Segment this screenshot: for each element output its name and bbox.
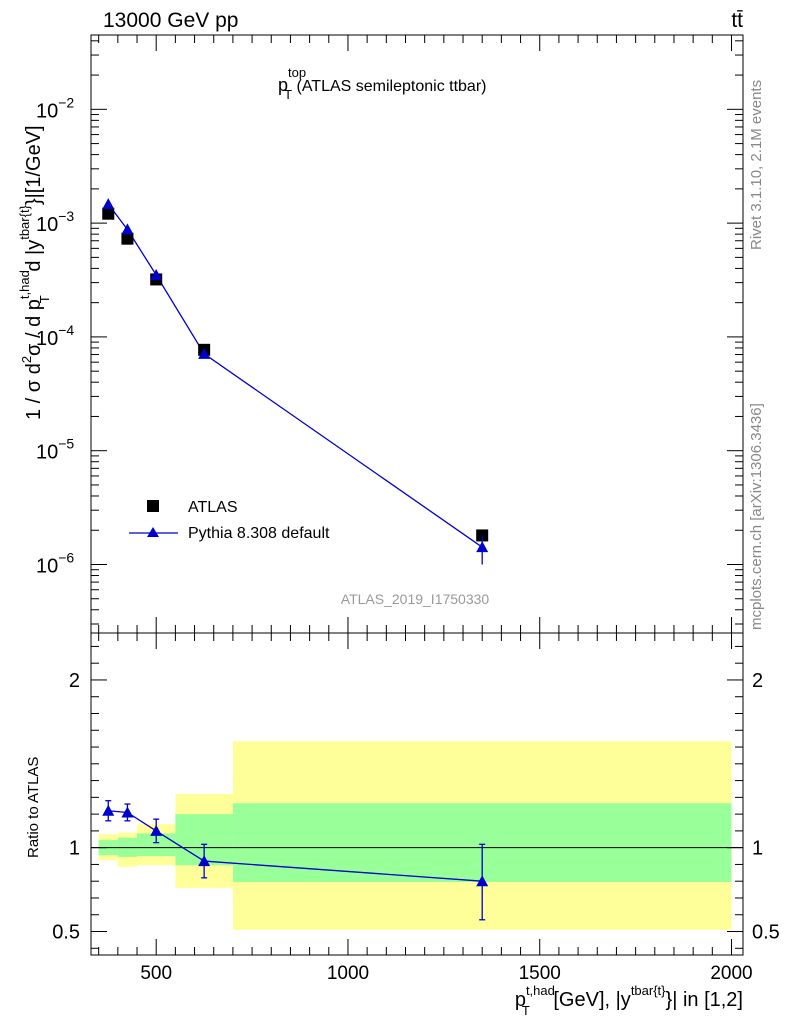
ratio-y-tick-label: 1 (69, 838, 80, 860)
main-ylabel: 1 / σ d2σ / d pt,hadT d |ytbar{t}}|[1/Ge… (17, 125, 52, 420)
ratio-x-tick-label: 1500 (519, 963, 561, 984)
main-y-tick-label: 10−6 (36, 549, 74, 577)
ratio-x-tick-label: 1000 (327, 963, 369, 984)
mcplots-label: mcplots.cern.ch [arXiv:1306.3436] (748, 403, 765, 630)
main-title: ptop T (ATLAS semileptonic ttbar) (278, 65, 486, 102)
main-y-tick-label: 10−3 (36, 208, 74, 236)
ratio-y-tick-label: 2 (69, 670, 80, 692)
legend-pythia-label: Pythia 8.308 default (188, 525, 330, 542)
ratio-x-tick-label: 2000 (710, 963, 752, 984)
legend-pythia-marker (147, 527, 159, 537)
main-y-tick-label: 10−4 (36, 322, 74, 350)
main-pythia-point (476, 541, 489, 553)
ratio-pythia-point (198, 855, 211, 867)
main-atlas-point (102, 207, 115, 220)
rivet-label: Rivet 3.1.10, 2.1M events (748, 80, 765, 250)
legend-atlas-label: ATLAS (188, 499, 238, 516)
main-panel: 10−6 10−5 10−4 10−3 10−2 ptop T (ATLAS semile… (17, 34, 744, 634)
main-pythia-point (102, 198, 115, 210)
ratio-x-tick-label: 500 (140, 963, 172, 984)
ratio-data-layer (102, 800, 489, 921)
main-pythia-point (121, 223, 134, 235)
ratio-y-tick-label-right: 0.5 (752, 922, 780, 944)
ratio-pythia-point (121, 806, 134, 818)
ratio-green-band (137, 833, 176, 857)
ratio-ylabel: Ratio to ATLAS (25, 757, 42, 858)
main-plot-area (91, 35, 743, 633)
legend: ATLAS Pythia 8.308 default (129, 499, 330, 542)
legend-atlas-marker (147, 500, 159, 512)
ratio-pythia-point (150, 824, 163, 836)
ratio-xlabel: pt,had T [GeV], |ytbar{t}}| in [1,2] (515, 983, 743, 1018)
ratio-y-tick-label-right: 2 (752, 670, 763, 692)
process-label: tt̄ (731, 9, 743, 32)
ratio-pythia-point (102, 804, 115, 816)
main-axis-ticks: 10−6 10−5 10−4 10−3 10−2 (36, 35, 743, 633)
analysis-watermark: ATLAS_2019_I1750330 (341, 591, 490, 607)
ratio-pythia-point (476, 875, 489, 887)
ratio-y-tick-label: 0.5 (52, 922, 80, 944)
main-y-tick-label: 10−5 (36, 436, 74, 464)
energy-label: 13000 GeV pp (103, 9, 238, 32)
ratio-plot-frame (90, 632, 744, 956)
main-pythia-point (150, 269, 163, 281)
main-pythia-point (198, 347, 211, 359)
main-atlas-point (121, 232, 134, 245)
main-data-layer (102, 198, 489, 565)
ratio-y-tick-label-right: 1 (752, 838, 763, 860)
main-y-tick-label: 10−2 (36, 94, 74, 122)
